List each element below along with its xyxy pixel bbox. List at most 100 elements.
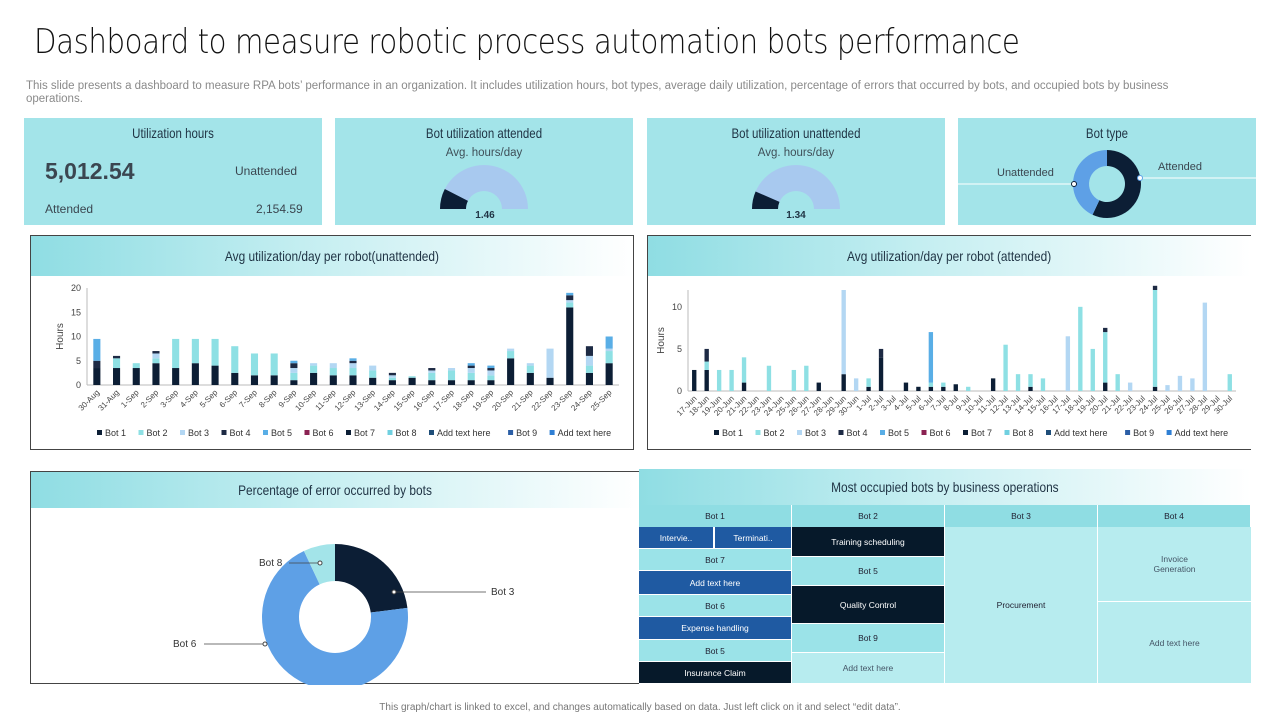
y-tick-label: 20 [71,283,81,293]
bar-segment [369,377,377,385]
legend-swatch [387,430,393,435]
error-slice-bot-6 [262,550,408,685]
table-cell-bot7: Bot 7 [639,549,791,571]
gauge-fill [440,189,468,209]
legend-label: Bot 3 [805,428,826,438]
bar-segment [526,365,534,373]
legend-swatch [1166,430,1172,435]
panel-title: Percentage of error occurred by bots [238,482,432,498]
panel-title: Avg utilization/day per robot (attended) [847,248,1052,264]
legend-swatch [921,430,927,435]
leader-dot [1071,181,1077,187]
x-tick-label: 4-Sep [178,388,200,410]
bar-segment [428,368,436,371]
bar-segment [1152,386,1158,391]
avg-hours-label: Avg. hours/day [757,147,835,159]
bar-segment [1103,382,1108,391]
bar-segment [1115,374,1120,391]
legend-swatch [797,430,802,435]
bot4-column: Invoice Generation Add text here [1098,527,1251,684]
bar-segment [841,290,846,375]
bar-segment [487,370,495,376]
bar-segment [716,369,722,391]
legend-swatch [1046,430,1051,435]
bar-segment [816,382,821,391]
error-donut-chart: Bot 3 Bot 6 Bot 8 [173,544,515,685]
bar-segment [903,382,909,391]
bar-segment [1227,374,1232,391]
attended-label: Attended [45,202,94,216]
legend-swatch [304,430,310,435]
bar-segment [447,370,456,381]
bar-segment [546,377,554,385]
table-cell-procurement: Procurement [945,527,1097,684]
bar-segment [566,300,574,303]
legend-swatch [429,430,434,435]
card-title: Bot utilization unattended [731,125,861,141]
x-tick-label: 31-Aug [96,388,121,413]
legend-label: Bot 3 [188,428,209,438]
bar-segment [866,386,871,391]
bar-segment [388,380,396,385]
bar-segment [211,365,219,385]
table-cell-training: Training scheduling [792,527,944,557]
bar-segment [916,386,921,391]
bar-segment [585,355,593,366]
total-hours-value: 5,012.54 [45,158,135,184]
legend-swatch [714,430,719,435]
legend-swatch [508,430,514,435]
legend-swatch [755,430,761,435]
bar-segment [388,377,396,381]
bar-segment [1090,348,1095,391]
bar-segment [605,351,613,364]
bar-segment [791,369,797,391]
table-cell-bot6: Bot 6 [639,595,791,617]
column-header-bot1: Bot 1 [639,505,792,527]
bar-segment [1028,374,1033,387]
legend-swatch [1004,430,1010,435]
bar-segment [941,382,946,387]
bar-segment [290,372,298,381]
legend-label: Add text here [558,428,612,438]
bar-segment [93,360,101,369]
bar-segment [428,380,436,385]
x-tick-label: 5-Sep [198,388,220,410]
column-header-bot4: Bot 4 [1098,505,1251,527]
bar-segment [605,336,613,349]
legend-label: Bot 5 [888,428,909,438]
bot3-column: Procurement [945,527,1098,684]
bar-segment [704,348,709,362]
bar-segment [928,382,934,387]
bar-segment [93,368,101,385]
gauge-fill [752,191,780,209]
x-tick-label: 25-Sep [589,388,614,413]
attended-bar-chart: 0510Hours17-Jun18-Jun19-Jun20-Jun21-Jun2… [656,285,1236,438]
unattended-label: Unattended [235,164,298,178]
bot-type-donut: Unattended Attended [958,150,1256,218]
bar-segment [729,369,734,391]
legend-label: Bot 8 [1013,428,1034,438]
attended-chart-panel: Avg utilization/day per robot (attended)… [647,235,1251,450]
legend-swatch [138,430,144,435]
card-title: Bot utilization attended [425,125,543,141]
unattended-chart-panel: Avg utilization/day per robot(unattended… [30,235,634,450]
bar-segment [546,348,554,378]
table-cell-insurance: Insurance Claim [639,662,791,684]
bar-segment [1015,374,1021,391]
bar-segment [1103,327,1108,333]
bar-segment [93,338,101,361]
bar-segment [605,348,613,352]
bar-segment [526,363,534,366]
bar-segment [310,363,318,366]
bar-segment [928,386,934,391]
bar-segment [853,378,859,391]
bar-segment [566,292,574,296]
bar-segment [408,376,416,378]
footer-note: This graph/chart is linked to excel, and… [379,702,901,713]
bar-segment [507,358,515,385]
slice-label: Bot 8 [259,558,283,569]
bar-segment [566,295,574,301]
bar-segment [1103,332,1108,383]
legend-swatch [549,430,555,435]
y-tick-label: 15 [71,307,81,317]
